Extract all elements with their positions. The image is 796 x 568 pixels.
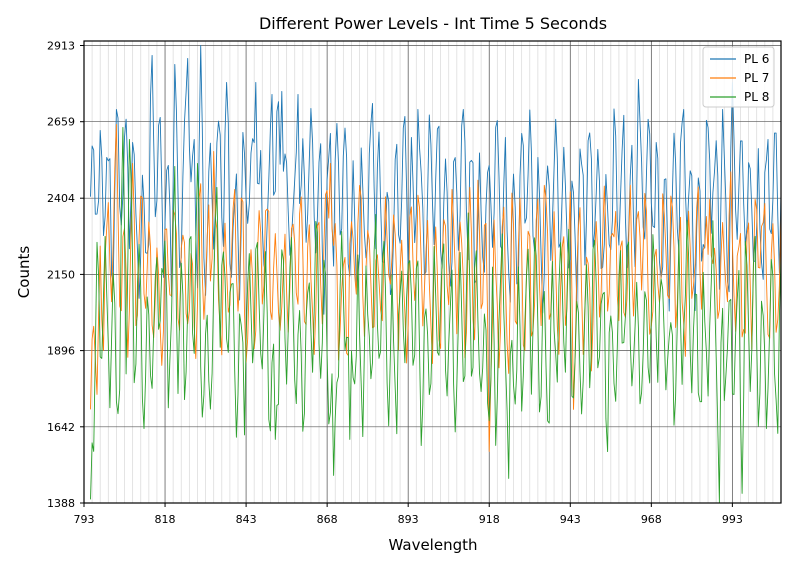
y-tick-label: 1388 bbox=[47, 497, 75, 510]
legend-box bbox=[702, 46, 775, 108]
y-tick-label: 1896 bbox=[47, 345, 75, 358]
y-tick-label: 1642 bbox=[47, 421, 75, 434]
x-tick-label: 918 bbox=[479, 513, 500, 526]
y-axis-title: Counts bbox=[15, 246, 33, 299]
chart-title: Different Power Levels - Int Time 5 Seco… bbox=[259, 14, 607, 33]
y-tick-label: 2150 bbox=[47, 268, 75, 281]
x-tick-label: 843 bbox=[236, 513, 257, 526]
series-line-pl-6 bbox=[90, 45, 781, 315]
x-tick-label: 818 bbox=[155, 513, 176, 526]
x-tick-label: 893 bbox=[398, 513, 419, 526]
legend: PL 6 PL 7 PL 8 bbox=[702, 46, 775, 108]
legend-label: PL 8 bbox=[744, 90, 769, 104]
x-tick-label: 968 bbox=[641, 513, 662, 526]
series-lines bbox=[90, 45, 781, 503]
y-axis-ticks: 1388 1642 1896 2150 2404 2659 2913 bbox=[47, 40, 84, 510]
x-tick-label: 868 bbox=[317, 513, 338, 526]
legend-label: PL 6 bbox=[744, 52, 769, 66]
y-tick-label: 2659 bbox=[47, 116, 75, 129]
legend-label: PL 7 bbox=[744, 71, 769, 85]
x-tick-label: 943 bbox=[560, 513, 581, 526]
x-axis-title: Wavelength bbox=[389, 536, 478, 554]
series-line-pl-7 bbox=[90, 123, 781, 452]
major-grid bbox=[83, 41, 781, 504]
y-tick-label: 2913 bbox=[47, 40, 75, 53]
x-tick-label: 993 bbox=[722, 513, 743, 526]
x-axis-ticks: 793 818 843 868 893 918 943 968 993 bbox=[74, 503, 743, 526]
x-tick-label: 793 bbox=[74, 513, 95, 526]
series-line-pl-8 bbox=[90, 126, 781, 503]
plot-frame bbox=[83, 40, 782, 504]
y-tick-label: 2404 bbox=[47, 192, 75, 205]
